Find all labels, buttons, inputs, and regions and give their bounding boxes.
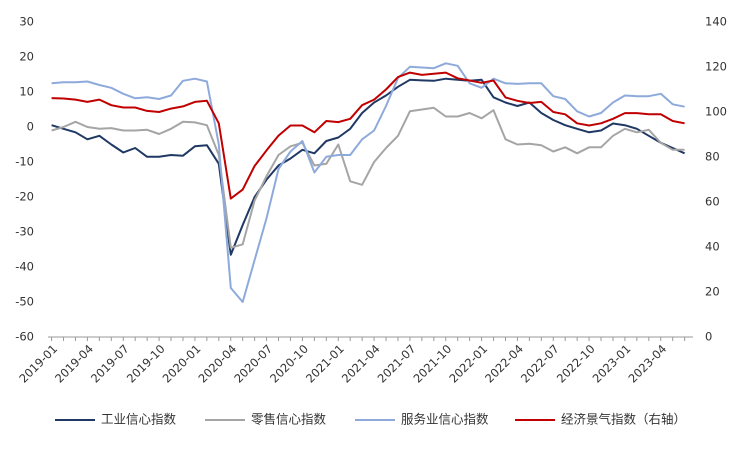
x-tick-label: 2022-01 [446, 342, 490, 386]
y-tick-label: 20 [19, 50, 34, 64]
y-tick-label: 0 [27, 120, 34, 134]
x-tick-label: 2020-10 [267, 342, 311, 386]
x-tick-label: 2022-10 [554, 342, 598, 386]
y-tick-label: -40 [15, 260, 34, 274]
x-tick-label: 2023-04 [625, 342, 669, 386]
x-tick-label: 2023-01 [590, 342, 634, 386]
y2-tick-label: 0 [705, 330, 712, 344]
x-tick-label: 2019-07 [88, 342, 132, 386]
legend-label: 经济景气指数（右轴） [561, 412, 686, 427]
y-tick-label: -10 [15, 155, 34, 169]
legend-label: 工业信心指数 [101, 412, 177, 427]
x-tick-label: 2020-07 [231, 342, 275, 386]
series-line [51, 106, 685, 249]
series-line [51, 77, 686, 256]
y-tick-label: -30 [15, 225, 34, 239]
x-tick-label: 2021-04 [339, 342, 383, 386]
legend-label: 零售信心指数 [251, 412, 327, 427]
y2-tick-label: 40 [705, 240, 720, 254]
x-tick-label: 2021-10 [410, 342, 454, 386]
x-tick-label: 2022-04 [482, 342, 526, 386]
x-tick-label: 2019-04 [52, 342, 96, 386]
x-tick-label: 2019-10 [124, 342, 168, 386]
y2-tick-label: 140 [705, 15, 727, 29]
y-tick-label: 30 [19, 15, 34, 29]
y-tick-label: -50 [15, 295, 34, 309]
series-line [51, 62, 685, 303]
y2-tick-label: 80 [705, 150, 720, 164]
y2-tick-label: 100 [705, 105, 727, 119]
y2-tick-label: 60 [705, 195, 720, 209]
y2-tick-label: 20 [705, 285, 720, 299]
y-tick-label: 10 [19, 85, 34, 99]
legend: 工业信心指数 零售信心指数 服务业信心指数 经济景气指数（右轴） [55, 412, 686, 427]
series-line [51, 71, 685, 200]
y-tick-label: -20 [15, 190, 34, 204]
y2-tick-label: 120 [705, 60, 727, 74]
y-tick-label: -60 [15, 330, 34, 344]
legend-label: 服务业信心指数 [401, 412, 489, 427]
x-tick-label: 2019-01 [16, 342, 60, 386]
x-tick-label: 2022-07 [518, 342, 562, 386]
x-tick-label: 2021-07 [375, 342, 419, 386]
x-tick-label: 2020-04 [195, 342, 239, 386]
x-tick-label: 2021-01 [303, 342, 347, 386]
x-tick-label: 2020-01 [160, 342, 204, 386]
